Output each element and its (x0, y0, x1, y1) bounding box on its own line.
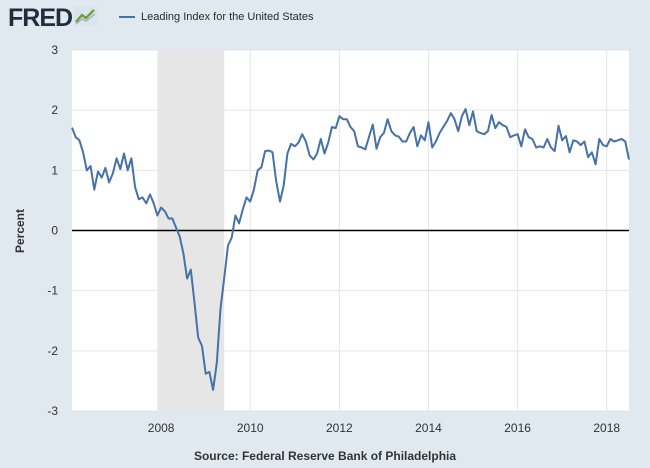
source-note: Source: Federal Reserve Bank of Philadel… (193, 449, 457, 463)
trend-line-icon (74, 5, 99, 31)
x-tick-label: 2012 (326, 421, 353, 435)
chart-legend: Leading Index for the United States (119, 11, 313, 23)
y-axis-label: Percent (13, 209, 27, 253)
logo-text: FRED (8, 4, 73, 32)
y-tick-label: 1 (51, 163, 58, 177)
y-tick-label: -2 (47, 344, 58, 358)
y-tick-label: -1 (47, 284, 58, 298)
x-tick-label: 2014 (415, 421, 442, 435)
y-tick-label: 0 (51, 224, 58, 238)
y-tick-label: 2 (51, 103, 58, 117)
y-tick-label: 3 (51, 43, 58, 57)
legend-swatch (119, 16, 135, 18)
y-tick-label: -3 (47, 404, 58, 418)
fred-logo[interactable]: FRED (8, 4, 99, 32)
legend-label: Leading Index for the United States (141, 11, 314, 23)
series-line-leading-index (71, 108, 630, 391)
x-axis-ticks: 2008 2010 2012 2014 2016 2018 (148, 421, 621, 435)
y-axis-ticks: 3 2 1 0 -1 -2 -3 (47, 43, 58, 418)
x-tick-label: 2010 (237, 421, 264, 435)
x-tick-label: 2018 (593, 421, 620, 435)
x-tick-label: 2016 (504, 421, 531, 435)
x-tick-label: 2008 (148, 421, 175, 435)
